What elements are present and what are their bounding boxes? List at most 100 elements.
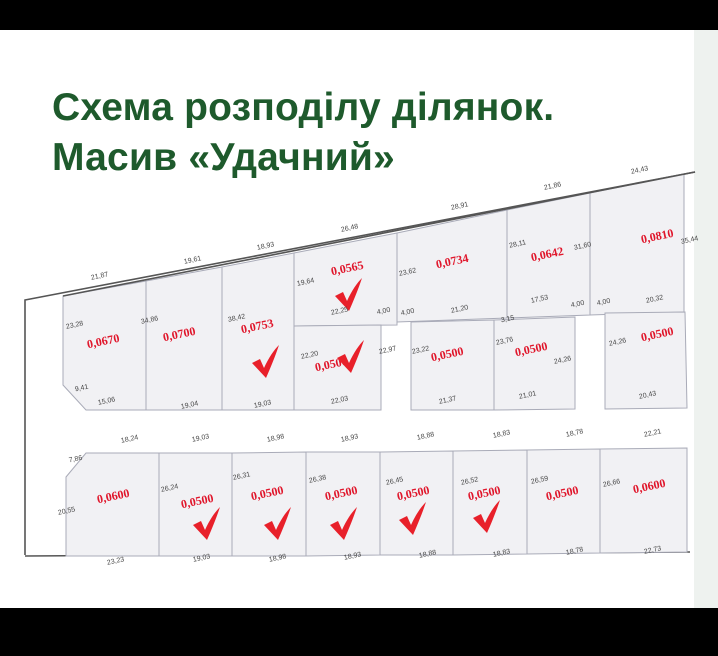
dimension-label: 26,38 (308, 474, 327, 485)
dimension-label: 20,43 (638, 390, 657, 401)
dimension-label: 4,00 (400, 308, 415, 318)
checkmark-icon (252, 345, 279, 378)
dimension-label: 22,25 (330, 306, 349, 317)
plot-12 (65, 452, 160, 557)
dimension-label: 23,76 (495, 336, 514, 347)
dimension-label: 23,28 (65, 320, 84, 331)
dimension-label: 18,78 (565, 546, 584, 557)
plot-area-label: 0,0600 (96, 486, 131, 507)
plot-10 (493, 316, 576, 411)
checkmark-icon (193, 507, 220, 540)
plot-area-label: 0,0500 (324, 483, 359, 504)
plot-area-label: 0,0642 (530, 244, 565, 265)
dimension-label: 26,48 (340, 223, 359, 234)
dimension-label: 21,37 (438, 395, 457, 406)
plot-17 (452, 449, 528, 556)
plot-11 (604, 311, 688, 410)
dimension-label: 15,06 (97, 396, 116, 407)
plot-area-label: 0,0500 (640, 324, 675, 345)
dimension-label: 26,59 (530, 475, 549, 486)
dimension-label: 4,00 (376, 307, 391, 317)
dimension-label: 34,86 (140, 315, 159, 326)
dimension-label: 21,87 (90, 271, 109, 282)
plot-8 (589, 173, 685, 316)
plot-4 (293, 232, 398, 327)
checkmark-icon (399, 502, 426, 535)
dimension-label: 21,86 (543, 181, 562, 192)
dimension-label: 19,03 (253, 399, 272, 410)
dimension-label: 9,41 (74, 384, 89, 394)
dimension-label: 17,53 (530, 294, 549, 305)
plot-area-label: 0,0500 (396, 483, 431, 504)
plot-15 (305, 451, 381, 557)
dimension-label: 23,23 (106, 556, 125, 567)
dimension-label: 18,83 (492, 548, 511, 559)
dimension-label: 4,00 (570, 300, 585, 310)
plot-14 (231, 451, 307, 557)
plot-area-label: 0,0753 (240, 316, 275, 337)
dimension-label: 19,03 (192, 553, 211, 564)
dimension-label: 22,73 (643, 545, 662, 556)
dimension-label: 23,22 (411, 345, 430, 356)
dimension-label: 3,15 (500, 315, 515, 325)
checkmark-icon (330, 507, 357, 540)
dimension-label: 22,03 (330, 395, 349, 406)
dimension-label: 24,26 (608, 337, 627, 348)
dimension-label: 19,04 (180, 400, 199, 411)
plot-16 (379, 450, 454, 556)
dimension-label: 22,97 (378, 345, 397, 356)
dimension-label: 24,43 (630, 165, 649, 176)
dimension-label: 18,24 (120, 434, 139, 445)
dimension-label: 4,00 (596, 298, 611, 308)
plot-area-label: 0,0734 (435, 251, 470, 272)
dimension-label: 18,83 (492, 429, 511, 440)
plot-18 (526, 448, 601, 555)
dimension-label: 35,44 (680, 235, 699, 246)
dimension-label: 26,24 (160, 483, 179, 494)
plot-19 (599, 447, 688, 554)
plot-area-label: 0,0500 (250, 483, 285, 504)
dimension-label: 18,88 (416, 431, 435, 442)
dimension-label: 18,93 (340, 433, 359, 444)
dimension-label: 38,42 (227, 313, 246, 324)
dimension-label: 22,21 (643, 428, 662, 439)
plot-area-label: 0,0600 (632, 476, 667, 497)
plot-1 (62, 280, 147, 411)
plot-area-label: 0,0500 (467, 483, 502, 504)
plot-area-label: 0,0810 (640, 226, 675, 247)
dimension-label: 20,32 (645, 294, 664, 305)
dimension-label: 26,66 (602, 478, 621, 489)
dimension-label: 18,98 (266, 433, 285, 444)
top-boundary (62, 171, 696, 297)
dimension-label: 28,11 (509, 239, 527, 249)
plot-area-label: 0,0500 (430, 344, 465, 365)
dimension-label: 18,93 (256, 241, 275, 252)
dimension-label: 21,01 (518, 390, 537, 401)
checkmark-icon (264, 507, 291, 540)
dimension-label: 23,62 (398, 267, 417, 278)
page-edge (694, 30, 718, 608)
dimension-label: 18,78 (565, 428, 584, 439)
dimension-label: 21,20 (450, 304, 469, 315)
title-line-2: Масив «Удачний» (52, 136, 395, 179)
plot-area-label: 0,0500 (514, 339, 549, 360)
dimension-label: 19,03 (191, 433, 210, 444)
dimension-label: 7,86 (68, 455, 83, 465)
plot-area-label: 0,0700 (162, 324, 197, 345)
dimension-label: 19,61 (183, 255, 202, 266)
dimension-label: 20,55 (57, 506, 76, 517)
plot-area-label: 0,0500 (180, 491, 215, 512)
dimension-label: 18,98 (268, 553, 287, 564)
checkmark-icon (335, 278, 362, 311)
title-line-1: Схема розподілу ділянок. (52, 86, 555, 129)
plot-area-label: 0,0500 (545, 483, 580, 504)
dimension-label: 24,26 (553, 355, 572, 366)
outer-boundary (24, 171, 696, 555)
dimension-label: 26,52 (460, 476, 479, 487)
plot-area-label: 0,0670 (86, 331, 121, 352)
dimension-label: 19,64 (296, 277, 315, 288)
checkmark-icon (473, 500, 500, 533)
dimension-label: 22,20 (300, 350, 319, 361)
dimension-label: 26,31 (232, 471, 251, 482)
